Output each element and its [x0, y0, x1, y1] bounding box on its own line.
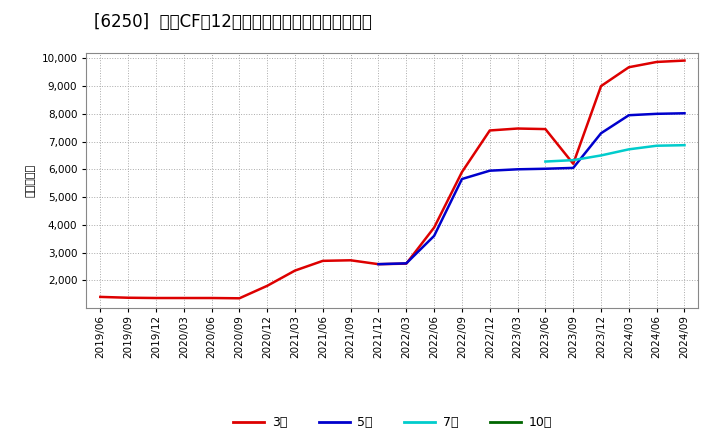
3年 [318, 258, 327, 264]
3年 [291, 268, 300, 273]
Text: [6250]  営業CFの12か月移動合計の標準偏差の推移: [6250] 営業CFの12か月移動合計の標準偏差の推移 [94, 13, 372, 31]
5年 [680, 110, 689, 116]
5年 [624, 113, 633, 118]
5年 [513, 167, 522, 172]
3年 [207, 295, 216, 301]
7年 [569, 158, 577, 163]
Line: 5年: 5年 [379, 113, 685, 264]
3年 [680, 58, 689, 63]
3年 [235, 296, 243, 301]
5年 [597, 131, 606, 136]
5年 [485, 168, 494, 173]
Y-axis label: （百万円）: （百万円） [26, 164, 36, 197]
3年 [597, 84, 606, 89]
3年 [458, 169, 467, 175]
7年 [652, 143, 661, 148]
3年 [179, 295, 188, 301]
7年 [624, 147, 633, 152]
5年 [430, 233, 438, 238]
3年 [96, 294, 104, 300]
3年 [485, 128, 494, 133]
5年 [374, 261, 383, 267]
3年 [513, 126, 522, 131]
3年 [624, 65, 633, 70]
3年 [652, 59, 661, 65]
3年 [374, 261, 383, 267]
7年 [597, 153, 606, 158]
5年 [652, 111, 661, 117]
7年 [541, 159, 550, 164]
3年 [430, 225, 438, 230]
Legend: 3年, 5年, 7年, 10年: 3年, 5年, 7年, 10年 [228, 411, 557, 434]
7年 [680, 143, 689, 148]
3年 [541, 126, 550, 132]
3年 [569, 161, 577, 166]
5年 [569, 165, 577, 171]
Line: 7年: 7年 [546, 145, 685, 161]
3年 [263, 283, 271, 289]
3年 [152, 295, 161, 301]
5年 [541, 166, 550, 172]
3年 [124, 295, 132, 301]
5年 [402, 260, 410, 266]
3年 [402, 261, 410, 266]
5年 [458, 176, 467, 182]
Line: 3年: 3年 [100, 61, 685, 298]
3年 [346, 258, 355, 263]
